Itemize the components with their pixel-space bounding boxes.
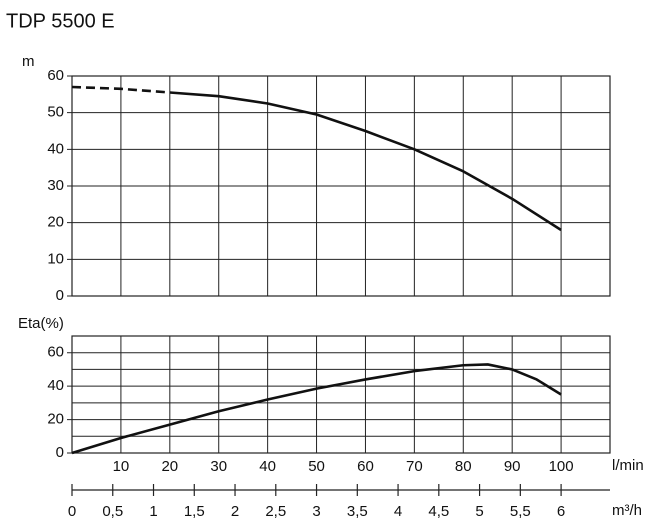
x2-tick-label: 1,5	[184, 503, 205, 520]
y-tick-label: 40	[47, 377, 64, 394]
x2-axis-label: m³/h	[612, 502, 642, 519]
x2-tick-label: 4,5	[428, 503, 449, 520]
x2-tick-label: 5	[475, 503, 483, 520]
x2-tick-label: 2,5	[265, 503, 286, 520]
y-tick-label: 0	[56, 287, 64, 304]
x-tick-label: 60	[357, 458, 374, 475]
x2-tick-label: 2	[231, 503, 239, 520]
x2-tick-label: 6	[557, 503, 565, 520]
plot-frame	[71, 335, 611, 454]
y-tick-label: 40	[47, 140, 64, 157]
x-tick-label: 30	[210, 458, 227, 475]
y-tick-label: 20	[47, 214, 64, 231]
x2-tick-label: 0	[68, 503, 76, 520]
y-axis-label: Eta(%)	[18, 315, 64, 332]
y-tick-label: 0	[56, 444, 64, 461]
curve	[71, 363, 562, 455]
y-tick-label: 30	[47, 177, 64, 194]
x2-tick-label: 3,5	[347, 503, 368, 520]
y-tick-label: 50	[47, 104, 64, 121]
x-tick-label: 40	[259, 458, 276, 475]
x2-tick-label: 0,5	[102, 503, 123, 520]
curve	[71, 85, 170, 94]
x-tick-label: 70	[406, 458, 423, 475]
x2-tick-label: 3	[312, 503, 320, 520]
x-tick-label: 50	[308, 458, 325, 475]
x-tick-label: 80	[455, 458, 472, 475]
x-tick-label: 10	[113, 458, 130, 475]
y-axis-label: m	[22, 53, 35, 70]
x-axis-label: l/min	[612, 457, 644, 474]
y-tick-label: 60	[47, 344, 64, 361]
x-tick-label: 100	[549, 458, 574, 475]
y-tick-label: 10	[47, 250, 64, 267]
y-tick-label: 60	[47, 67, 64, 84]
x-tick-label: 90	[504, 458, 521, 475]
x2-tick-label: 1	[149, 503, 157, 520]
x-tick-label: 20	[161, 458, 178, 475]
x2-tick-label: 4	[394, 503, 402, 520]
x2-tick-label: 5,5	[510, 503, 531, 520]
y-tick-label: 20	[47, 411, 64, 428]
curve	[169, 91, 562, 232]
chart-title: TDP 5500 E	[6, 10, 115, 32]
